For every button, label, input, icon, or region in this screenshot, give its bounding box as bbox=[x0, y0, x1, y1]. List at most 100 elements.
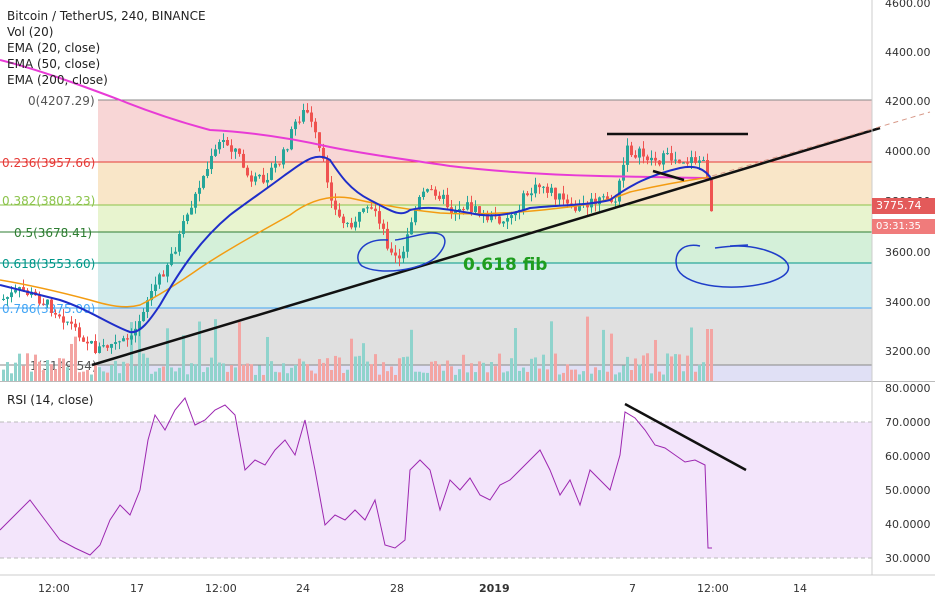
rsi-axis[interactable]: 80.0000 70.0000 60.0000 50.0000 40.0000 … bbox=[871, 381, 931, 575]
rsi-title[interactable]: RSI (14, close) bbox=[7, 393, 94, 407]
time-axis[interactable]: 12:00 17 12:00 24 28 2019 7 12:00 14 bbox=[0, 574, 935, 595]
volume-bar bbox=[30, 371, 33, 381]
candle-body bbox=[418, 197, 421, 210]
volume-bar bbox=[670, 356, 673, 381]
volume-bar bbox=[566, 364, 569, 381]
volume-bar bbox=[382, 362, 385, 381]
volume-bar bbox=[194, 364, 197, 381]
candle-body bbox=[146, 300, 149, 312]
candle-body bbox=[158, 274, 161, 285]
volume-bar bbox=[294, 364, 297, 381]
time-tick: 14 bbox=[793, 582, 807, 595]
rsi-divergence-line[interactable] bbox=[624, 402, 747, 472]
volume-bar bbox=[562, 372, 565, 381]
volume-bar bbox=[90, 374, 93, 381]
support-circle-drawing[interactable] bbox=[357, 232, 446, 272]
candle-body bbox=[374, 208, 377, 212]
candle-body bbox=[306, 110, 309, 113]
volume-bar bbox=[610, 333, 613, 381]
volume-bar bbox=[574, 369, 577, 381]
candle-body bbox=[466, 202, 469, 210]
volume-bar bbox=[394, 374, 397, 381]
ascending-trendline[interactable] bbox=[91, 126, 881, 367]
candle-body bbox=[14, 289, 17, 293]
volume-bar bbox=[22, 365, 25, 381]
time-tick: 12:00 bbox=[38, 582, 70, 595]
candle-body bbox=[262, 174, 265, 183]
candle-body bbox=[638, 148, 641, 158]
candle-body bbox=[602, 196, 605, 198]
volume-bar bbox=[426, 372, 429, 381]
symbol-title[interactable]: Bitcoin / TetherUS, 240, BINANCE bbox=[7, 9, 206, 23]
candle-body bbox=[710, 179, 713, 212]
volume-bar bbox=[2, 369, 5, 381]
candle-body bbox=[58, 314, 61, 317]
volume-bar bbox=[306, 364, 309, 381]
candle-body bbox=[110, 343, 113, 348]
volume-bar bbox=[694, 371, 697, 381]
price-axis[interactable]: 4600.00 4400.00 4200.00 4000.00 3800.00 … bbox=[871, 0, 931, 381]
candle-body bbox=[526, 193, 529, 196]
volume-bar bbox=[698, 364, 701, 381]
volume-bar bbox=[406, 356, 409, 381]
volume-bar bbox=[310, 370, 313, 381]
candle-body bbox=[522, 193, 525, 210]
candle-body bbox=[326, 158, 329, 183]
volume-bar bbox=[470, 363, 473, 381]
volume-bar bbox=[258, 365, 261, 381]
volume-bar bbox=[18, 353, 21, 381]
candle-body bbox=[550, 187, 553, 193]
target-circle-drawing[interactable] bbox=[675, 244, 790, 288]
candle-body bbox=[606, 196, 609, 200]
candle-body bbox=[10, 292, 13, 298]
volume-bar bbox=[326, 358, 329, 381]
candle-body bbox=[266, 179, 269, 183]
volume-bar bbox=[250, 364, 253, 381]
candle-body bbox=[166, 264, 169, 277]
volume-bar bbox=[334, 355, 337, 381]
candle-body bbox=[366, 207, 369, 209]
volume-bar bbox=[170, 367, 173, 381]
candle-body bbox=[78, 327, 81, 338]
candle-body bbox=[702, 160, 705, 162]
volume-bar bbox=[278, 372, 281, 381]
volume-bar bbox=[10, 373, 13, 381]
volume-bar bbox=[210, 357, 213, 381]
volume-bar bbox=[338, 357, 341, 381]
candle-body bbox=[670, 153, 673, 161]
ema20-line bbox=[0, 155, 713, 334]
time-tick: 12:00 bbox=[697, 582, 729, 595]
candle-body bbox=[546, 186, 549, 193]
indicator-vol[interactable]: Vol (20) bbox=[7, 25, 54, 39]
volume-bar bbox=[598, 370, 601, 381]
rsi-tick: 50.0000 bbox=[885, 484, 931, 497]
volume-bar bbox=[630, 370, 633, 381]
fib-zone-236-382 bbox=[98, 162, 872, 205]
volume-bar bbox=[342, 372, 345, 381]
candle-body bbox=[614, 201, 617, 203]
candle-body bbox=[46, 299, 49, 305]
candle-body bbox=[66, 321, 69, 323]
candle-body bbox=[398, 255, 401, 259]
candle-body bbox=[394, 252, 397, 256]
volume-bar bbox=[386, 371, 389, 381]
candle-body bbox=[642, 148, 645, 157]
short-line[interactable] bbox=[652, 169, 685, 182]
candle-body bbox=[654, 157, 657, 161]
indicator-ema50[interactable]: EMA (50, close) bbox=[7, 57, 101, 71]
volume-bar bbox=[226, 371, 229, 381]
candle-body bbox=[238, 148, 241, 154]
candle-body bbox=[322, 147, 325, 159]
candle-body bbox=[662, 153, 665, 165]
indicator-ema200[interactable]: EMA (200, close) bbox=[7, 73, 108, 87]
candle-body bbox=[126, 338, 129, 340]
candle-body bbox=[434, 189, 437, 196]
volume-bar bbox=[298, 358, 301, 381]
volume-bar bbox=[438, 364, 441, 381]
candle-body bbox=[634, 155, 637, 158]
rsi-tick: 60.0000 bbox=[885, 450, 931, 463]
volume-bar bbox=[178, 367, 181, 381]
indicator-ema20[interactable]: EMA (20, close) bbox=[7, 41, 101, 55]
candle-body bbox=[490, 214, 493, 221]
